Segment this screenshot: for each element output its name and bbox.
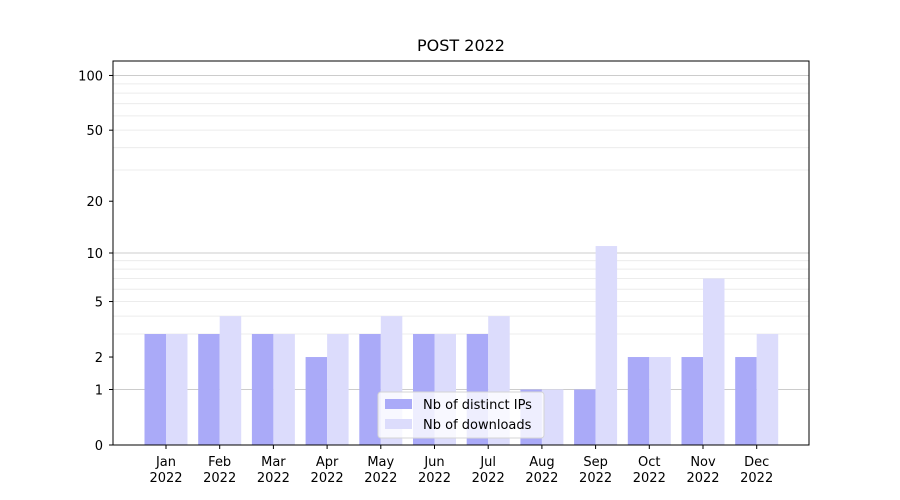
y-axis: 0 1 2 5 10 20 50 100 bbox=[78, 69, 113, 454]
grid bbox=[113, 74, 809, 390]
x-tick-label: Nov 2022 bbox=[686, 455, 719, 486]
bar-distinct-ips bbox=[251, 333, 274, 445]
bar-downloads bbox=[327, 333, 349, 445]
y-tick-label: 2 bbox=[95, 351, 103, 366]
bar-downloads bbox=[219, 316, 242, 445]
y-tick-label: 1 bbox=[95, 383, 103, 398]
y-tick-label: 100 bbox=[78, 69, 103, 84]
legend-label: Nb of downloads bbox=[423, 418, 532, 433]
bar-downloads bbox=[541, 389, 564, 445]
bar-distinct-ips bbox=[359, 333, 381, 445]
y-tick-label: 20 bbox=[86, 195, 103, 210]
x-tick-label: Mar 2022 bbox=[257, 455, 290, 486]
bar-distinct-ips bbox=[144, 333, 166, 445]
x-tick-label: Jun 2022 bbox=[418, 455, 451, 486]
bar-downloads bbox=[595, 246, 618, 445]
x-tick-label: Jan 2022 bbox=[149, 455, 182, 486]
y-tick-label: 0 bbox=[95, 439, 103, 454]
bar-distinct-ips bbox=[198, 333, 220, 445]
bar-distinct-ips bbox=[681, 357, 703, 445]
chart-title: POST 2022 bbox=[417, 36, 505, 55]
legend: Nb of distinct IPs Nb of downloads bbox=[377, 391, 545, 439]
y-tick-label: 10 bbox=[86, 247, 103, 262]
bar-downloads bbox=[649, 357, 671, 445]
x-tick-label: Jul 2022 bbox=[472, 455, 505, 486]
y-tick-label: 50 bbox=[86, 124, 103, 139]
x-tick-label: Dec 2022 bbox=[740, 455, 773, 486]
legend-label: Nb of distinct IPs bbox=[423, 398, 532, 413]
bar-downloads bbox=[756, 333, 779, 445]
bar-distinct-ips bbox=[574, 389, 596, 445]
x-tick-label: Feb 2022 bbox=[203, 455, 236, 486]
x-tick-label: Apr 2022 bbox=[311, 455, 344, 486]
bar-downloads bbox=[273, 333, 295, 445]
legend-swatch bbox=[385, 419, 412, 429]
x-tick-label: Oct 2022 bbox=[633, 455, 666, 486]
legend-swatch bbox=[385, 399, 412, 409]
x-tick-label: Aug 2022 bbox=[525, 455, 558, 486]
bar-downloads bbox=[166, 333, 188, 445]
x-tick-label: May 2022 bbox=[364, 455, 397, 486]
bar-downloads bbox=[703, 278, 725, 445]
x-tick-label: Sep 2022 bbox=[579, 455, 612, 486]
y-tick-label: 5 bbox=[95, 296, 103, 311]
bar-distinct-ips bbox=[735, 357, 757, 445]
legend-box bbox=[377, 391, 545, 439]
bar-distinct-ips bbox=[627, 357, 650, 445]
bar-distinct-ips bbox=[305, 357, 328, 445]
x-axis: Jan 2022 Feb 2022 Mar 2022 Apr 2022 May 2022 Jun 20… bbox=[149, 445, 773, 486]
